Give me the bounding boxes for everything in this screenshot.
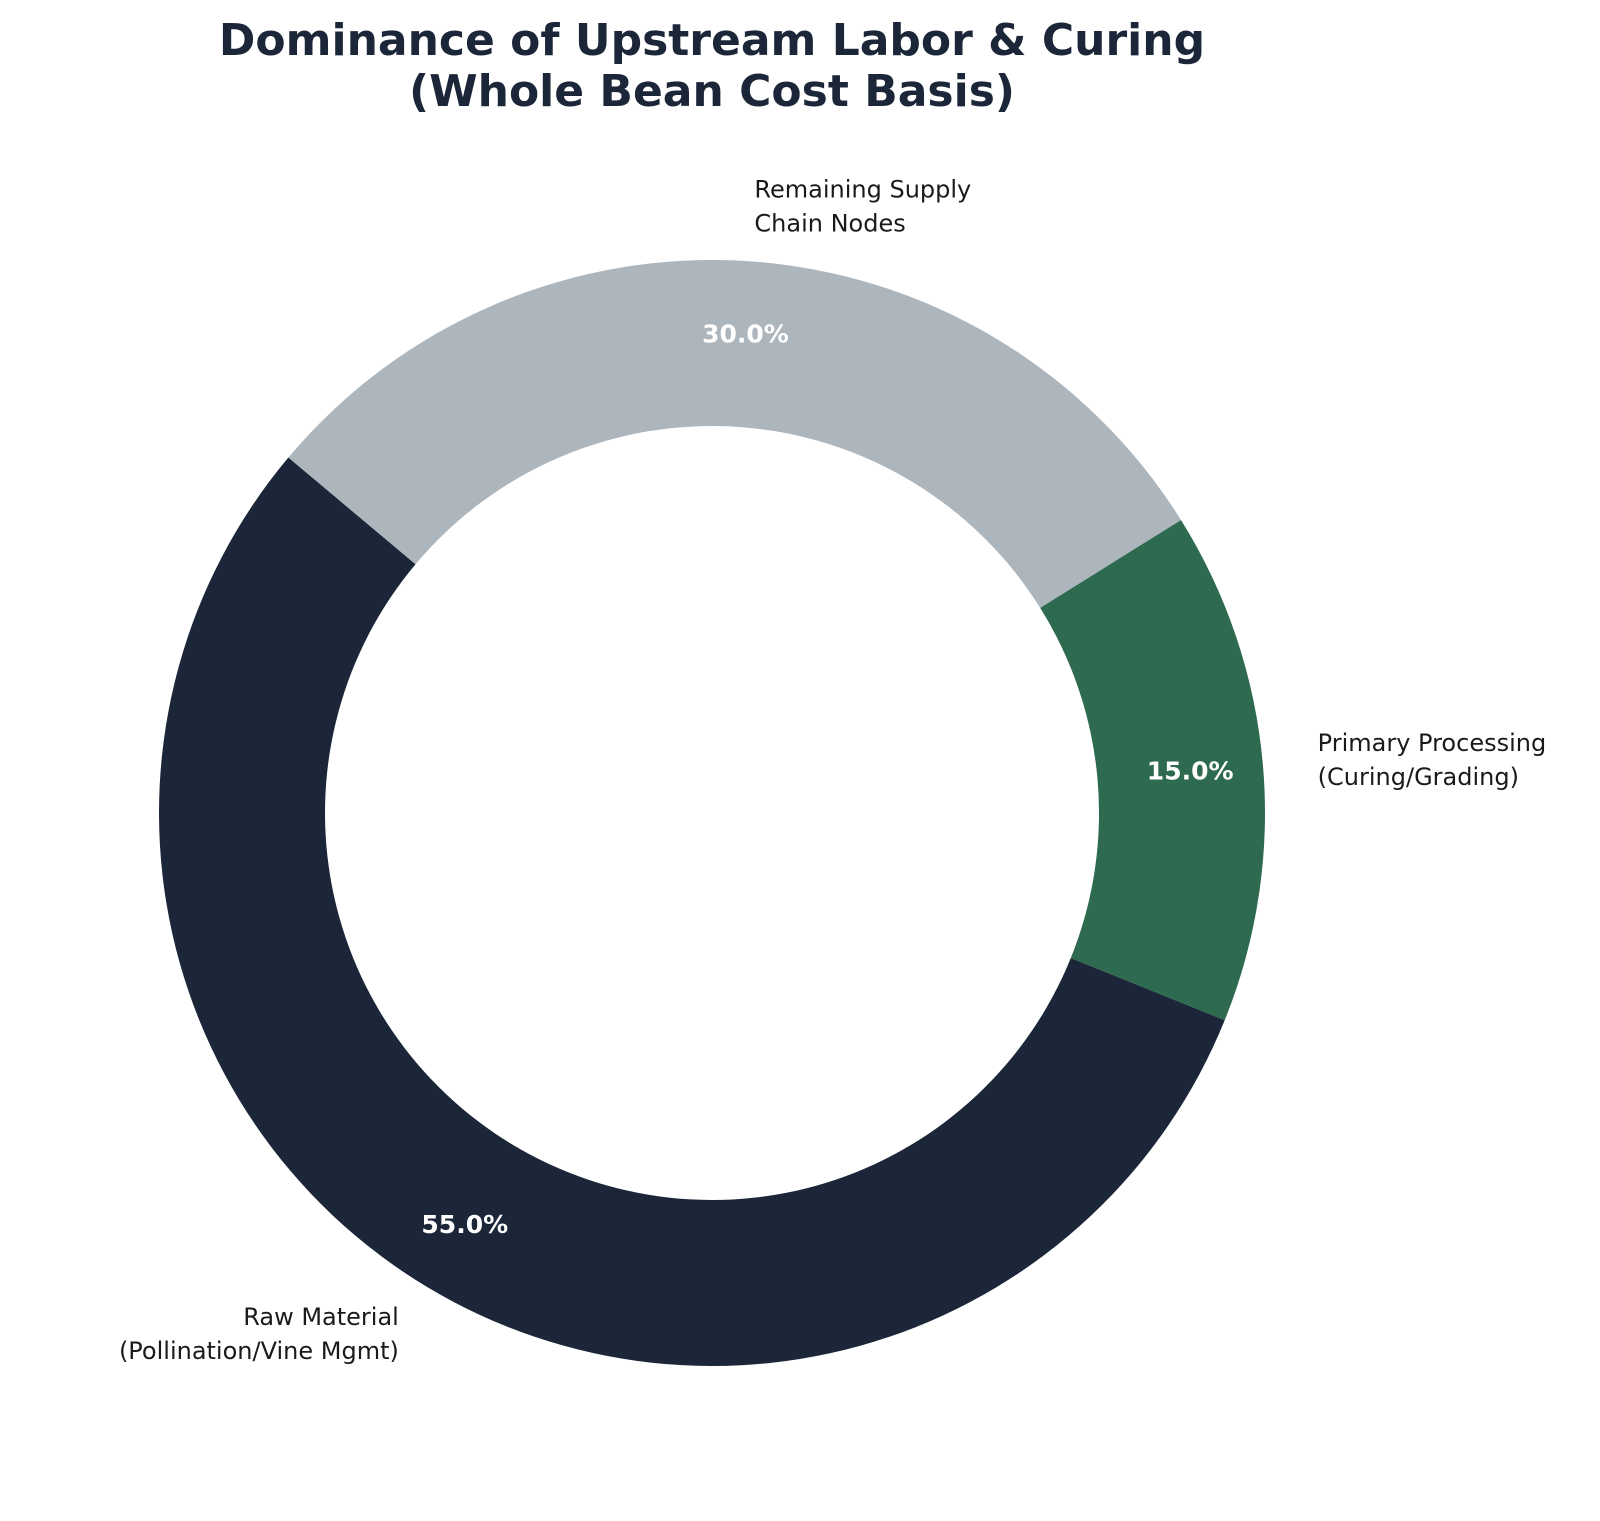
chart-title-line-2: (Whole Bean Cost Basis) <box>409 66 1015 117</box>
donut-slices <box>159 259 1265 1367</box>
slice-labels: 55.0% Raw Material (Pollination/Vine Mgmt)… <box>119 175 1546 1365</box>
category-label-line: Chain Nodes <box>754 209 905 237</box>
chart-title-line-1: Dominance of Upstream Labor & Curing <box>219 15 1205 66</box>
category-label-line: Primary Processing <box>1318 729 1547 757</box>
slice-primary-processing <box>1040 519 1265 1021</box>
pct-label-primary-processing: 15.0% <box>1147 757 1234 786</box>
pct-label-remaining-supply: 30.0% <box>702 320 789 349</box>
category-label-line: (Pollination/Vine Mgmt) <box>119 1337 399 1365</box>
category-label-raw-material: Raw Material (Pollination/Vine Mgmt) <box>119 1303 399 1365</box>
category-label-line: Remaining Supply <box>754 175 971 203</box>
category-label-line: Raw Material <box>243 1303 399 1331</box>
category-label-remaining-supply: Remaining Supply Chain Nodes <box>754 175 971 237</box>
slice-raw-material <box>159 457 1225 1367</box>
category-label-line: (Curing/Grading) <box>1318 763 1519 791</box>
category-label-primary-processing: Primary Processing (Curing/Grading) <box>1318 729 1547 791</box>
slice-remaining-supply <box>288 259 1181 608</box>
pct-label-raw-material: 55.0% <box>421 1210 508 1239</box>
